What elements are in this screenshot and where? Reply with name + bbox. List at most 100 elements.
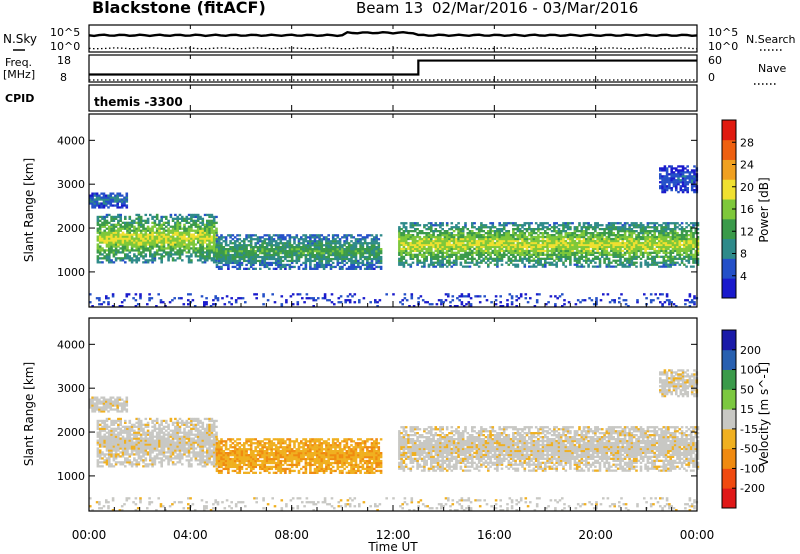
power-cell: [153, 259, 157, 262]
power-cell: [464, 247, 467, 251]
power-cell: [112, 243, 116, 246]
power-cell: [473, 247, 476, 251]
power-cell: [594, 226, 597, 229]
power-cell: [546, 222, 549, 225]
power-cell: [192, 215, 195, 219]
power-cell: [288, 252, 292, 255]
power-cell: [651, 263, 654, 266]
power-cell: [325, 263, 328, 267]
power-cell: [616, 239, 620, 243]
power-cell: [357, 240, 360, 243]
power-cell: [651, 226, 654, 229]
power-cell: [444, 299, 448, 302]
power-cell: [108, 213, 111, 217]
power-cell: [521, 237, 524, 241]
power-cell: [450, 261, 454, 264]
power-cell: [348, 301, 352, 304]
power-cell: [320, 265, 324, 269]
power-cell: [475, 261, 479, 264]
power-cell: [313, 265, 317, 269]
power-cell: [151, 243, 154, 246]
velocity-cell: [98, 423, 102, 426]
power-cell: [587, 265, 590, 268]
power-cell: [209, 305, 213, 308]
power-cell: [181, 245, 184, 248]
power-cell: [306, 250, 310, 253]
power-cell: [208, 221, 211, 224]
power-cell: [112, 235, 116, 238]
power-cell: [350, 236, 353, 239]
power-cell: [176, 245, 179, 248]
power-cell: [293, 250, 296, 253]
power-cell: [377, 252, 381, 255]
power-cell: [471, 226, 474, 229]
power-cell: [185, 239, 189, 242]
power-cell: [457, 232, 460, 235]
power-cell: [559, 241, 563, 245]
power-cell: [130, 243, 134, 246]
power-cell: [398, 251, 401, 254]
power-cell: [114, 259, 118, 262]
power-cell: [411, 261, 415, 264]
power-cell: [373, 263, 376, 267]
power-cell: [528, 234, 531, 237]
power-cell: [151, 237, 154, 240]
power-cell: [658, 243, 661, 247]
power-cell: [519, 293, 523, 296]
velocity-cell: [96, 427, 100, 430]
power-cell: [338, 244, 342, 247]
power-cell: [199, 241, 202, 244]
power-cell: [459, 237, 463, 241]
power-cell: [557, 243, 561, 247]
power-cell: [100, 202, 103, 205]
power-cell: [575, 253, 579, 256]
power-cell: [155, 233, 159, 236]
power-cell: [347, 234, 351, 237]
power-cell: [320, 259, 324, 263]
velocity-cell: [105, 435, 109, 438]
power-cell: [171, 257, 175, 260]
power-cell: [305, 297, 309, 300]
power-cell: [144, 253, 148, 256]
power-cell: [676, 249, 679, 253]
power-cell: [281, 255, 285, 259]
power-cell: [653, 261, 656, 264]
power-cell: [201, 255, 205, 258]
power-cell: [233, 240, 237, 243]
power-cell: [265, 242, 269, 245]
power-cell: [220, 236, 223, 239]
power-cell: [528, 261, 531, 264]
power-cell: [564, 251, 568, 254]
power-cell: [196, 225, 200, 228]
power-cell: [416, 249, 419, 253]
power-cell: [505, 249, 508, 253]
power-cell: [452, 261, 456, 264]
power-cell: [683, 234, 686, 237]
velocity-cell: [98, 429, 102, 432]
power-cell: [523, 245, 527, 249]
power-cell: [300, 250, 303, 253]
power-cell: [562, 261, 565, 264]
power-cell: [215, 253, 219, 257]
power-cell: [236, 234, 239, 237]
power-cell: [448, 253, 451, 256]
power-cell: [254, 250, 257, 253]
power-cell: [316, 242, 319, 245]
power-cell: [149, 247, 152, 250]
power-cell: [108, 259, 111, 262]
power-cell: [325, 238, 328, 241]
power-cell: [475, 245, 479, 249]
power-cell: [679, 189, 683, 192]
power-cell: [440, 303, 443, 306]
power-cell: [297, 253, 301, 257]
power-cell: [95, 196, 99, 199]
power-cell: [523, 237, 527, 241]
power-cell: [537, 247, 540, 251]
power-cell: [505, 224, 508, 227]
power-cell: [398, 228, 401, 231]
power-cell: [125, 206, 129, 209]
power-cell: [98, 233, 102, 236]
power-cell: [165, 217, 168, 220]
power-cell: [566, 232, 570, 235]
